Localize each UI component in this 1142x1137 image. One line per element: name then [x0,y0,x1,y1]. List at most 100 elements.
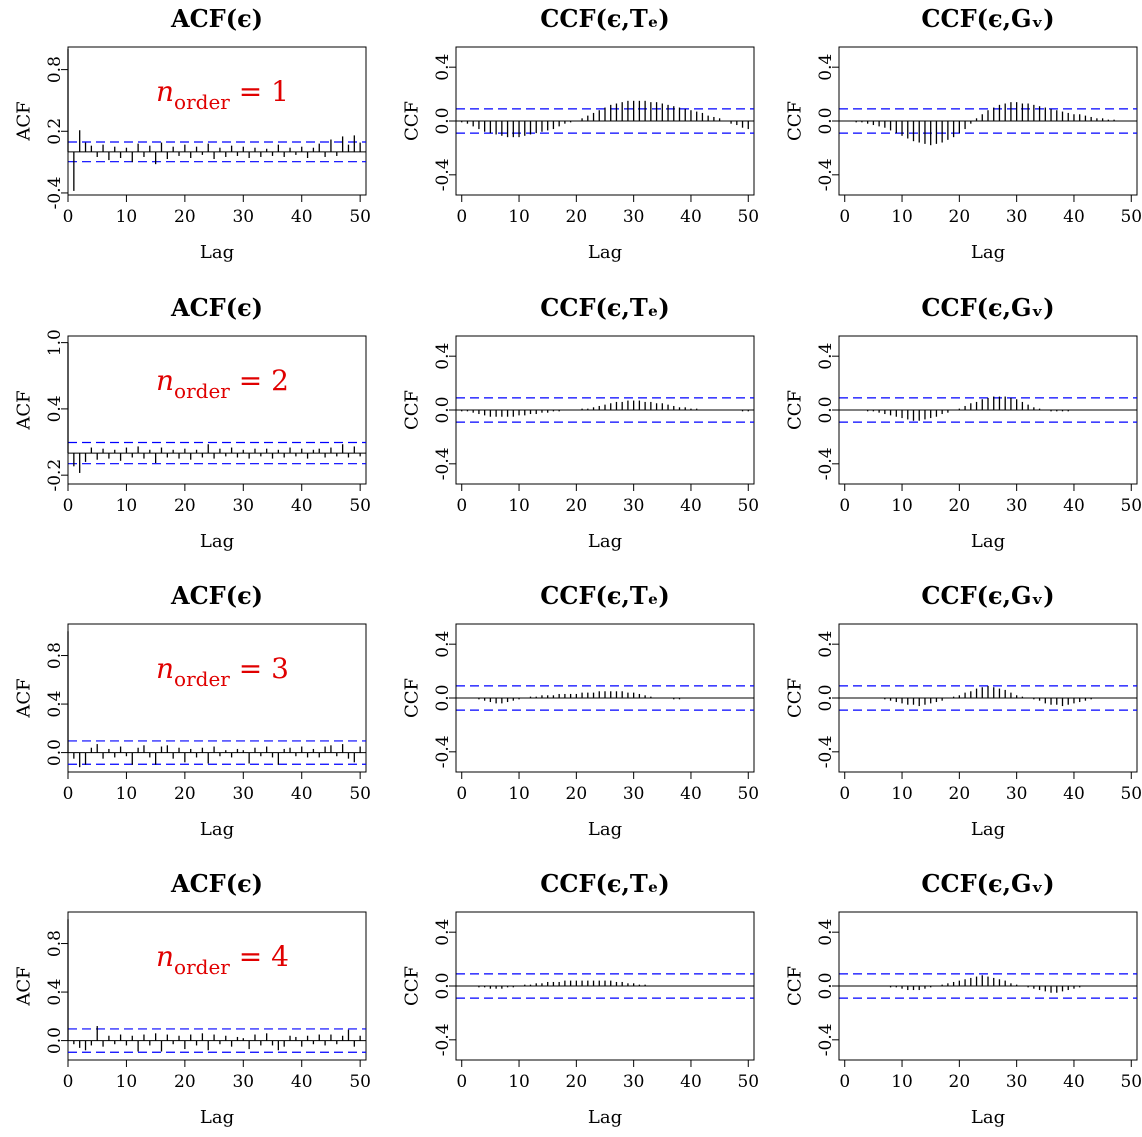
x-tick-label: 30 [232,207,254,227]
x-axis-label: Lag [200,819,234,840]
y-tick-label: 0.0 [45,739,65,766]
x-tick-label: 30 [232,1072,254,1092]
y-axis-label: ACF [14,678,35,718]
x-tick-label: 30 [1006,1072,1028,1092]
panel-title: CCF(ϵ,Tₑ) [540,4,669,33]
x-tick-label: 10 [508,207,530,227]
panel-title: CCF(ϵ,Gᵥ) [921,581,1054,610]
x-tick-label: 50 [737,1072,759,1092]
panel-title: CCF(ϵ,Gᵥ) [921,293,1054,322]
panel-r1c2: CCF(ϵ,Tₑ) 0 10 20 30 40 50 -0.4 0.0 0.4 Lag CCF [402,4,760,263]
annotation-symbol: n [156,652,174,685]
x-tick-label: 0 [839,784,850,804]
x-tick-label: 10 [508,496,530,516]
panel-title: ACF(ϵ) [170,581,263,610]
y-axis-label: CCF [402,966,423,1006]
y-axis-label: CCF [785,390,806,430]
y-tick-label: 0.4 [816,54,836,81]
panel-r4c3: CCF(ϵ,Gᵥ) 0 10 20 30 40 50 -0.4 0.0 0.4 Lag CCF [785,869,1142,1128]
y-tick-label: -0.4 [816,735,836,768]
panel-title: ACF(ϵ) [170,869,263,898]
x-tick-label: 0 [63,1072,74,1092]
annotation-value: = 3 [230,652,289,685]
y-tick-label: -0.4 [816,447,836,480]
y-tick-label: 0.0 [433,107,453,134]
x-axis-label: Lag [588,819,622,840]
y-axis-label: ACF [14,966,35,1006]
panel-r3c1: ACF(ϵ) 0 10 20 30 40 50 0.0 0.4 0.8 Lag ACF norder =… [14,581,371,840]
y-axis-label: CCF [785,101,806,141]
y-tick-label: 0.8 [45,930,65,957]
x-tick-label: 0 [63,784,74,804]
x-tick-label: 0 [456,1072,467,1092]
x-tick-label: 50 [737,496,759,516]
y-tick-label: -0.4 [433,447,453,480]
y-axis-label: CCF [402,101,423,141]
panel-r1c1: ACF(ϵ) 0 10 20 30 40 50 -0.4 0.2 0.8 Lag ACF norder … [14,4,371,263]
y-tick-label: 0.8 [45,56,65,83]
panel-title: CCF(ϵ,Gᵥ) [921,869,1054,898]
y-tick-label: 0.4 [433,631,453,658]
y-tick-label: 0.2 [45,118,65,145]
y-axis-label: CCF [402,678,423,718]
y-tick-label: -0.4 [433,158,453,191]
x-tick-label: 20 [174,784,196,804]
x-tick-label: 20 [566,496,588,516]
panel-r2c1: ACF(ϵ) 0 10 20 30 40 50 -0.2 0.4 1.0 Lag ACF norder … [14,293,371,552]
x-tick-label: 10 [116,496,138,516]
x-tick-label: 10 [116,784,138,804]
x-tick-label: 20 [566,1072,588,1092]
panel-title: CCF(ϵ,Tₑ) [540,581,669,610]
y-tick-label: 0.4 [433,919,453,946]
x-tick-label: 10 [116,207,138,227]
x-tick-label: 10 [891,496,913,516]
order-annotation: norder = 2 [156,364,289,403]
x-tick-label: 20 [949,207,971,227]
x-axis-label: Lag [971,531,1005,552]
x-tick-label: 20 [174,1072,196,1092]
x-tick-label: 30 [623,1072,645,1092]
x-tick-label: 20 [566,207,588,227]
annotation-value: = 1 [230,75,289,108]
y-tick-label: -0.4 [433,1023,453,1056]
x-tick-label: 30 [623,784,645,804]
x-tick-label: 30 [623,496,645,516]
panel-r3c3: CCF(ϵ,Gᵥ) 0 10 20 30 40 50 -0.4 0.0 0.4 Lag CCF [785,581,1142,840]
x-tick-label: 40 [1063,1072,1085,1092]
x-tick-label: 50 [349,207,371,227]
y-tick-label: 0.0 [433,972,453,999]
y-tick-label: 0.8 [45,642,65,669]
annotation-subscript: order [174,379,230,403]
panel-title: CCF(ϵ,Tₑ) [540,293,669,322]
x-tick-label: 50 [1120,784,1142,804]
x-tick-label: 30 [232,784,254,804]
x-tick-label: 40 [291,207,313,227]
y-tick-label: 0.0 [816,107,836,134]
x-tick-label: 30 [623,207,645,227]
x-axis-label: Lag [200,1107,234,1128]
y-axis-label: CCF [402,390,423,430]
annotation-value: = 2 [230,364,289,397]
y-tick-label: 0.0 [433,396,453,423]
x-tick-label: 40 [291,784,313,804]
y-tick-label: -0.4 [45,177,65,210]
x-tick-label: 50 [1120,496,1142,516]
x-tick-label: 20 [949,784,971,804]
x-tick-label: 50 [737,784,759,804]
x-tick-label: 40 [680,207,702,227]
y-tick-label: 0.0 [433,684,453,711]
x-tick-label: 40 [1063,207,1085,227]
x-tick-label: 0 [456,784,467,804]
x-tick-label: 50 [349,496,371,516]
plot-frame [67,46,367,196]
panel-r1c3: CCF(ϵ,Gᵥ) 0 10 20 30 40 50 -0.4 0.0 0.4 Lag CCF [785,4,1142,263]
x-tick-label: 10 [116,1072,138,1092]
y-tick-label: -0.4 [816,1023,836,1056]
x-tick-label: 30 [232,496,254,516]
plot-frame [67,623,367,773]
x-tick-label: 0 [63,496,74,516]
annotation-value: = 4 [230,940,289,973]
x-axis-label: Lag [971,1107,1005,1128]
y-tick-label: 0.4 [433,54,453,81]
